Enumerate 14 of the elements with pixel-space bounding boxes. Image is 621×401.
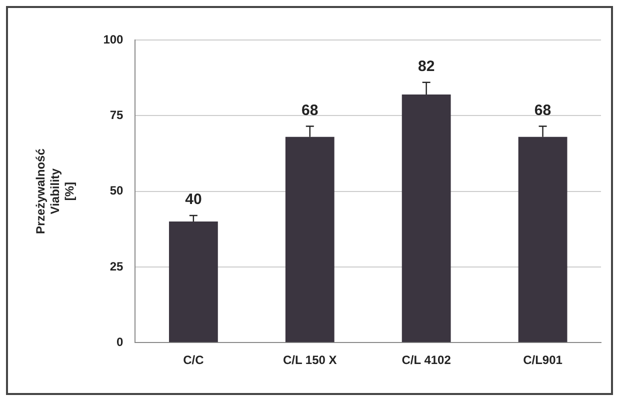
data-label: 68: [534, 102, 552, 119]
data-label: 40: [185, 191, 202, 208]
y-tick-label: 100: [103, 32, 124, 46]
y-tick-label: 25: [110, 259, 124, 274]
data-label: 82: [418, 58, 435, 76]
data-label: 68: [302, 102, 318, 119]
y-tick-label: 0: [116, 334, 124, 349]
y-tick-label: 50: [110, 184, 124, 198]
x-tick-label: C/C: [183, 353, 204, 368]
y-axis-title: Przeżywalność Viability [%]: [34, 148, 76, 234]
x-tick-label: C/L 150 X: [282, 353, 337, 368]
x-tick-label: C/L901: [523, 353, 563, 368]
y-tick-label: 75: [110, 108, 124, 122]
x-tick-label: C/L 4102: [402, 353, 452, 368]
